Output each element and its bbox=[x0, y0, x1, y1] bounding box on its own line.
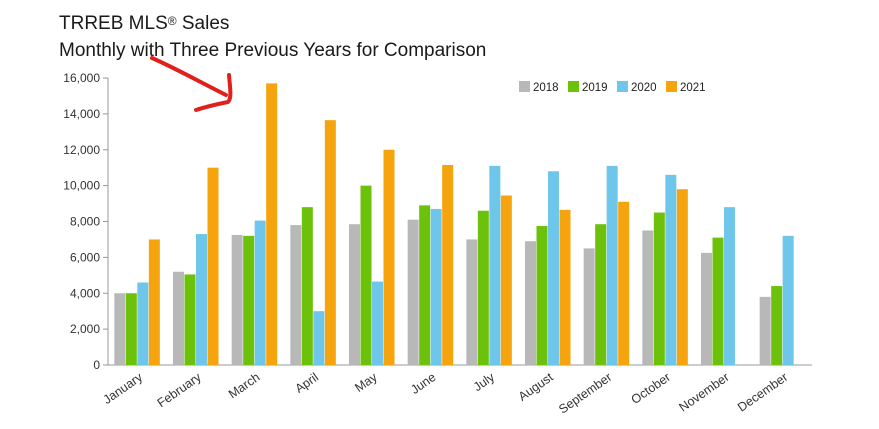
x-tick-label: January bbox=[101, 370, 146, 407]
bar-2020-september bbox=[606, 165, 618, 365]
y-tick-label: 8,000 bbox=[70, 215, 100, 229]
x-tick-label: February bbox=[155, 370, 205, 411]
x-tick-label: August bbox=[516, 370, 556, 404]
y-tick-label: 4,000 bbox=[70, 286, 100, 300]
bar-2019-july bbox=[477, 210, 489, 365]
bar-2018-october bbox=[642, 230, 654, 365]
chart-title: TRREB MLS® Sales bbox=[59, 12, 229, 36]
bar-2021-april bbox=[324, 120, 336, 365]
legend-label-2020: 2020 bbox=[631, 82, 657, 94]
legend-label-2021: 2021 bbox=[680, 82, 706, 94]
y-tick-label: 14,000 bbox=[63, 107, 100, 121]
plot-area: 0 2,000 4,000 6,000 8,000 10,000 12,000 14,000 1… bbox=[63, 71, 812, 417]
bar-2019-march bbox=[243, 235, 255, 365]
bar-2019-may bbox=[360, 185, 372, 365]
bar-2020-february bbox=[196, 234, 207, 365]
bar-2020-march bbox=[254, 220, 266, 365]
bar-2018-june bbox=[407, 219, 419, 365]
bar-2019-december bbox=[771, 286, 783, 365]
bar-2018-february bbox=[173, 271, 184, 365]
bar-2020-december bbox=[782, 235, 794, 365]
y-tick-label: 0 bbox=[93, 358, 100, 372]
y-tick-label: 10,000 bbox=[63, 179, 100, 193]
legend-label-2018: 2018 bbox=[533, 82, 559, 94]
title-text: TRREB MLS bbox=[59, 13, 168, 34]
x-tick-label: September bbox=[556, 370, 614, 417]
title-suffix: Sales bbox=[176, 13, 230, 34]
x-tick-label: December bbox=[735, 370, 790, 415]
x-tick-label: June bbox=[408, 370, 438, 397]
bar-2018-april bbox=[290, 225, 302, 365]
bar-2018-march bbox=[231, 234, 243, 365]
bar-2020-october bbox=[665, 174, 677, 365]
bar-2018-november bbox=[701, 252, 712, 365]
y-tick-label: 16,000 bbox=[63, 71, 100, 85]
bar-2018-january bbox=[114, 293, 126, 365]
legend-swatch-2019 bbox=[568, 81, 579, 92]
bar-2018-september bbox=[583, 248, 595, 365]
bar-2020-january bbox=[137, 282, 149, 365]
bar-2019-october bbox=[653, 212, 665, 365]
bar-2018-august bbox=[525, 241, 536, 365]
legend-label-2019: 2019 bbox=[582, 82, 608, 94]
bar-2020-august bbox=[548, 171, 559, 365]
bar-2021-october bbox=[676, 189, 688, 365]
bar-2020-april bbox=[313, 311, 325, 365]
bar-2021-september bbox=[618, 201, 630, 365]
x-tick-label: April bbox=[293, 370, 322, 396]
y-tick-label: 2,000 bbox=[70, 322, 100, 336]
registered-mark: ® bbox=[167, 14, 177, 28]
bar-2020-june bbox=[430, 208, 442, 365]
bar-2019-august bbox=[536, 225, 548, 365]
bar-2019-april bbox=[301, 207, 313, 365]
bar-2019-january bbox=[125, 293, 137, 365]
bar-2020-november bbox=[724, 207, 735, 365]
legend-swatch-2020 bbox=[617, 81, 628, 92]
bar-2018-july bbox=[466, 239, 478, 365]
chart-subtitle: Monthly with Three Previous Years for Co… bbox=[59, 40, 487, 61]
legend-swatch-2018 bbox=[519, 81, 530, 92]
x-tick-label: March bbox=[226, 370, 263, 401]
bar-2018-december bbox=[759, 296, 771, 365]
bar-2021-february bbox=[207, 167, 219, 365]
bar-2021-july bbox=[500, 195, 512, 365]
bar-2019-september bbox=[595, 224, 607, 365]
bar-2020-july bbox=[489, 165, 501, 365]
legend-swatch-2021 bbox=[666, 81, 677, 92]
bar-2019-november bbox=[712, 237, 724, 365]
x-tick-label: October bbox=[629, 370, 673, 407]
annotation-arrow-icon bbox=[150, 56, 233, 112]
bar-2021-may bbox=[383, 149, 395, 365]
x-tick-label: July bbox=[471, 370, 498, 395]
y-tick-label: 6,000 bbox=[70, 250, 100, 264]
bar-2021-january bbox=[148, 239, 160, 365]
bar-2021-june bbox=[442, 164, 454, 365]
bar-2021-march bbox=[266, 83, 278, 365]
x-tick-label: November bbox=[676, 370, 731, 415]
bar-2019-june bbox=[419, 205, 431, 365]
bar-2020-may bbox=[372, 281, 383, 365]
x-tick-label: May bbox=[352, 370, 380, 395]
bar-2019-february bbox=[184, 274, 196, 365]
bar-2021-august bbox=[559, 209, 571, 365]
y-tick-label: 12,000 bbox=[63, 143, 100, 157]
bar-2018-may bbox=[349, 224, 360, 365]
